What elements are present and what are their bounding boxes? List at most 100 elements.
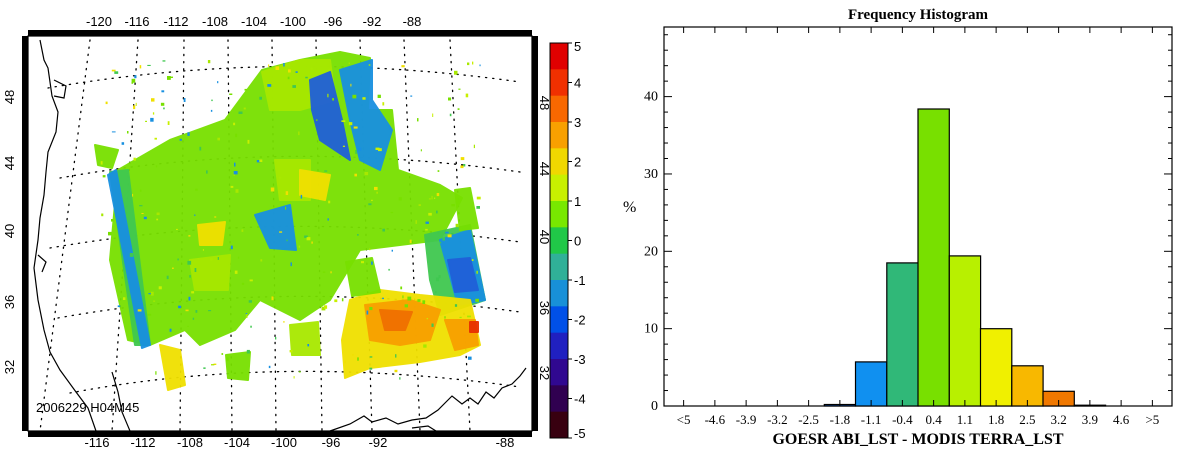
lst-difference-pixel — [169, 328, 172, 332]
histogram-bar — [854, 361, 888, 407]
lst-difference-pixel — [259, 159, 263, 162]
lst-difference-pixel — [278, 176, 282, 179]
lst-difference-pixel — [307, 344, 310, 347]
top-lon-label: -120 — [86, 14, 112, 29]
x-tick-label: 4.6 — [1113, 412, 1130, 427]
lst-difference-pixel — [311, 241, 313, 244]
lst-difference-pixel — [298, 371, 301, 373]
lst-difference-pixel — [143, 216, 147, 220]
left-lat-label: 40 — [2, 224, 17, 238]
colorbar-swatch — [550, 306, 568, 334]
x-tick-label: -3.2 — [767, 412, 788, 427]
lst-difference-pixel — [401, 65, 405, 68]
lst-difference-pixel — [454, 304, 458, 307]
lst-difference-pixel — [114, 71, 119, 74]
right-lat-label: 36 — [537, 301, 552, 315]
lst-difference-pixel — [458, 88, 461, 90]
colorbar-label: 4 — [574, 76, 581, 91]
lst-difference-pixel — [194, 268, 197, 272]
lst-difference-patch — [309, 71, 351, 161]
lst-difference-pixel — [259, 96, 262, 100]
lst-difference-pixel — [425, 221, 429, 224]
lst-difference-pixel — [150, 291, 154, 296]
lst-difference-pixel — [139, 205, 143, 207]
lst-difference-pixel — [117, 305, 121, 308]
lst-difference-pixel — [210, 258, 213, 261]
lst-difference-pixel — [324, 305, 328, 309]
lst-difference-patch — [345, 257, 381, 297]
lst-difference-pixel — [455, 223, 459, 228]
lst-difference-pixel — [217, 137, 220, 141]
lst-difference-pixel — [468, 356, 472, 360]
lst-difference-pixel — [221, 353, 224, 355]
left-lat-label: 32 — [2, 360, 17, 374]
lst-difference-pixel — [425, 228, 428, 231]
colorbar-label: 0 — [574, 234, 581, 249]
colorbar-swatch — [550, 201, 568, 228]
lst-difference-pixel — [210, 109, 213, 112]
lst-difference-pixel — [139, 189, 142, 192]
lst-difference-pixel — [241, 229, 244, 232]
lst-difference-pixel — [354, 173, 357, 177]
colorbar-label: 3 — [574, 115, 581, 130]
lst-difference-pixel — [199, 146, 202, 151]
colorbar-labels: 5 4 3 2 1 0 -1 -2 -3 -4 -5 — [568, 39, 586, 441]
lst-difference-pixel — [369, 248, 371, 251]
colorbar-label: 2 — [574, 155, 581, 170]
lst-difference-pixel — [133, 105, 136, 110]
lst-difference-pixel — [322, 271, 326, 273]
lst-difference-pixel — [447, 234, 452, 238]
lst-difference-pixel — [330, 271, 332, 274]
lst-difference-pixel — [366, 310, 369, 315]
lst-difference-pixel — [442, 237, 445, 241]
lst-difference-patch — [289, 321, 321, 356]
lst-difference-patch — [447, 257, 479, 293]
map-colorbar: 5 4 3 2 1 0 -1 -2 -3 -4 -5 — [549, 39, 586, 441]
lst-difference-pixel — [283, 63, 285, 67]
right-lat-label: 48 — [537, 96, 552, 110]
lst-difference-pixel — [214, 216, 217, 218]
lst-difference-pixel — [457, 108, 460, 110]
colorbar-swatch — [550, 280, 568, 307]
lst-difference-patch — [379, 309, 413, 331]
lst-difference-pixel — [256, 160, 261, 163]
lst-difference-pixel — [208, 310, 212, 312]
lst-difference-pixel — [217, 81, 219, 84]
lst-difference-pixel — [192, 317, 195, 320]
lst-difference-pixel — [428, 198, 432, 200]
lst-difference-pixel — [162, 60, 166, 62]
lst-difference-pixel — [233, 171, 238, 175]
lst-difference-pixel — [432, 113, 434, 117]
lst-difference-pixel — [352, 354, 354, 356]
lst-difference-pixel — [211, 99, 213, 102]
lst-difference-pixel — [362, 97, 366, 100]
lst-difference-pixel — [245, 314, 248, 318]
lst-difference-pixel — [306, 237, 311, 241]
bottom-lon-label: -108 — [177, 435, 203, 450]
colorbar-label: 1 — [574, 194, 581, 209]
lst-difference-pixel — [352, 94, 357, 99]
lst-difference-pixel — [298, 245, 301, 248]
x-tick-label: <5 — [677, 412, 691, 427]
lst-difference-patch — [159, 344, 186, 391]
lst-difference-pixel — [459, 316, 462, 319]
lst-difference-pixel — [195, 310, 198, 313]
top-lon-label: -116 — [124, 14, 149, 29]
lst-difference-pixel — [147, 313, 152, 316]
lst-difference-patch — [454, 187, 479, 231]
lst-difference-pixel — [285, 206, 287, 210]
colorbar-label: 5 — [574, 39, 581, 54]
lst-difference-pixel — [388, 268, 390, 271]
lst-difference-pixel — [187, 325, 189, 327]
bottom-lon-label: -100 — [271, 435, 297, 450]
histogram-x-axis: <5 -4.6 -3.9 -3.2 -2.5 -1.8 -1.1 -0.4 0.4 1.1 1.8 2… — [677, 27, 1159, 427]
lst-difference-pixel — [361, 261, 364, 264]
lst-difference-pixel — [348, 122, 353, 126]
x-tick-label: 2.5 — [1019, 412, 1035, 427]
top-lon-label: -104 — [241, 14, 267, 29]
lst-difference-pixel — [105, 101, 108, 105]
bottom-lon-label: -112 — [130, 435, 155, 450]
lst-difference-pixel — [179, 138, 182, 141]
lst-difference-pixel — [369, 367, 373, 370]
lst-difference-pixel — [394, 369, 398, 373]
